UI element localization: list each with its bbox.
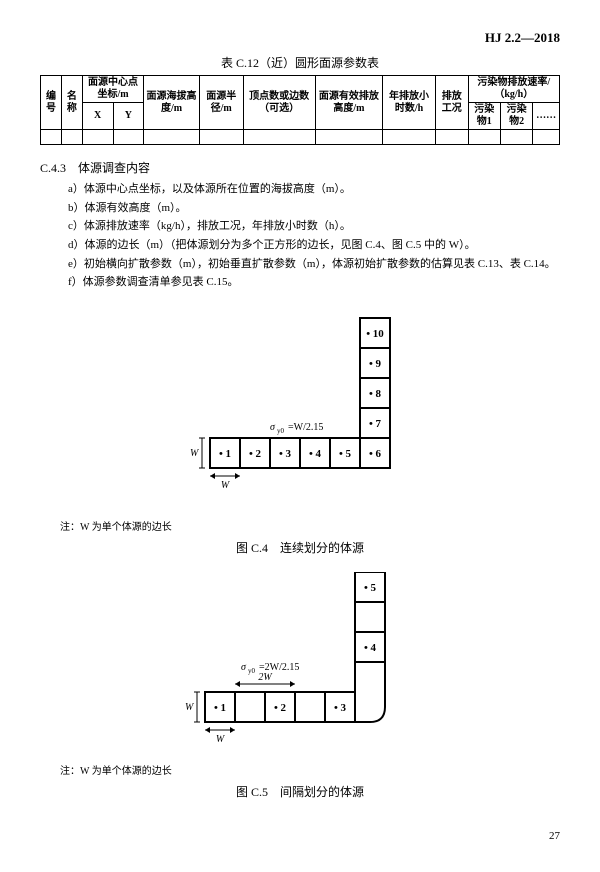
list-item: c）体源排放速率（kg/h），排放工况，年排放小时数（h）。 <box>68 217 560 236</box>
svg-text:• 5: • 5 <box>339 448 352 460</box>
table-row: 编号 名称 面源中心点坐标/m 面源海拔高度/m 面源半径/m 顶点数或边数（可… <box>41 76 560 103</box>
figure-c5-svg: • 1• 2• 3• 4• 5σy0=2W/2.152WWW <box>150 572 450 752</box>
svg-text:y0: y0 <box>248 667 256 675</box>
figure-c4-caption: 图 C.4 连续划分的体源 <box>40 539 560 556</box>
section-num: C.4.3 <box>40 161 66 175</box>
figure-c4-svg: • 1 • 2 • 3 • 4 • 5 • 6 • 7 • 8 • 9 • 10 σy0=W/2.1… <box>150 308 450 508</box>
col-header: Y <box>113 103 144 130</box>
svg-text:• 4: • 4 <box>309 448 322 460</box>
col-header: 面源海拔高度/m <box>144 76 200 130</box>
svg-text:• 6: • 6 <box>369 448 382 460</box>
col-header: 顶点数或边数（可选） <box>243 76 315 130</box>
svg-text:y0: y0 <box>277 427 285 435</box>
svg-text:W: W <box>190 448 200 459</box>
col-header: …… <box>533 103 560 130</box>
table-title: 表 C.12（近）圆形面源参数表 <box>40 54 560 71</box>
list-item: f）体源参数调查清单参见表 C.15。 <box>68 273 560 292</box>
col-header: 污染物1 <box>468 103 500 130</box>
figure-c4-note: 注：W 为单个体源的边长 <box>40 518 560 533</box>
svg-text:• 9: • 9 <box>369 358 382 370</box>
svg-text:=W/2.15: =W/2.15 <box>288 422 323 433</box>
svg-text:• 3: • 3 <box>279 448 292 460</box>
col-header: 编号 <box>41 76 62 130</box>
figure-c4: • 1 • 2 • 3 • 4 • 5 • 6 • 7 • 8 • 9 • 10 σy0=W/2.1… <box>40 308 560 512</box>
section-title: 体源调查内容 <box>78 161 150 175</box>
svg-text:W: W <box>216 734 226 745</box>
figure-c5: • 1• 2• 3• 4• 5σy0=2W/2.152WWW <box>40 572 560 756</box>
svg-text:• 8: • 8 <box>369 388 382 400</box>
col-header: 污染物排放速率/（kg/h） <box>468 76 559 103</box>
page-number: 27 <box>40 830 560 842</box>
svg-text:• 10: • 10 <box>366 328 384 340</box>
svg-text:• 1: • 1 <box>219 448 231 460</box>
col-header: 面源中心点坐标/m <box>82 76 143 103</box>
doc-code: HJ 2.2—2018 <box>40 30 560 46</box>
col-header: 面源有效排放高度/m <box>315 76 382 130</box>
col-header: 面源半径/m <box>199 76 243 130</box>
svg-text:• 3: • 3 <box>334 702 347 714</box>
param-table: 编号 名称 面源中心点坐标/m 面源海拔高度/m 面源半径/m 顶点数或边数（可… <box>40 75 560 145</box>
table-row <box>41 130 560 145</box>
col-header: 污染物2 <box>500 103 532 130</box>
svg-text:W: W <box>185 702 195 713</box>
col-header: 名称 <box>61 76 82 130</box>
list-item: e）初始横向扩散参数（m），初始垂直扩散参数（m），体源初始扩散参数的估算见表 … <box>68 255 560 274</box>
list-item: a）体源中心点坐标，以及体源所在位置的海拔高度（m）。 <box>68 180 560 199</box>
col-header: 排放工况 <box>435 76 468 130</box>
svg-text:2W: 2W <box>258 672 273 683</box>
svg-text:• 4: • 4 <box>364 642 377 654</box>
figure-c5-note: 注：W 为单个体源的边长 <box>40 762 560 777</box>
svg-text:• 5: • 5 <box>364 582 377 594</box>
list-item: b）体源有效高度（m）。 <box>68 199 560 218</box>
col-header: X <box>82 103 113 130</box>
svg-text:W: W <box>221 480 231 491</box>
svg-text:σ: σ <box>270 422 276 433</box>
svg-text:σ: σ <box>241 662 247 673</box>
content-list: a）体源中心点坐标，以及体源所在位置的海拔高度（m）。 b）体源有效高度（m）。… <box>40 180 560 292</box>
svg-text:• 2: • 2 <box>249 448 262 460</box>
list-item: d）体源的边长（m）（把体源划分为多个正方形的边长，见图 C.4、图 C.5 中… <box>68 236 560 255</box>
section-heading: C.4.3 体源调查内容 <box>40 159 560 176</box>
col-header: 年排放小时数/h <box>383 76 436 130</box>
figure-c5-caption: 图 C.5 间隔划分的体源 <box>40 783 560 800</box>
svg-text:• 2: • 2 <box>274 702 287 714</box>
svg-text:• 1: • 1 <box>214 702 226 714</box>
svg-text:• 7: • 7 <box>369 418 382 430</box>
